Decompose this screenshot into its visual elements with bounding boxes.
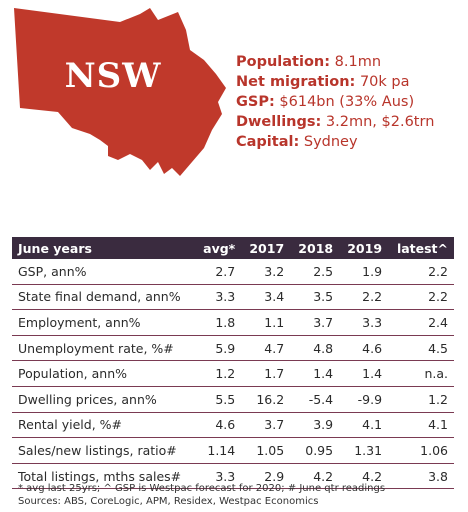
cell-latest: 3.8: [388, 463, 454, 490]
cell-2017: 2.9: [241, 463, 291, 490]
cell-2019: -9.9: [339, 386, 389, 413]
fact-population: Population: 8.1mn: [236, 54, 382, 70]
row-label: State final demand, ann%: [12, 284, 196, 311]
row-label: Sales/new listings, ratio#: [12, 437, 196, 464]
cell-avg: 5.9: [195, 335, 242, 362]
cell-2019: 1.31: [339, 437, 389, 464]
cell-2018: 3.9: [290, 412, 340, 439]
row-label: Population, ann%: [12, 360, 196, 387]
cell-latest: 2.4: [388, 309, 454, 336]
cell-avg: 5.5: [195, 386, 242, 413]
table-row: Population, ann% 1.2 1.7 1.4 1.4 n.a.: [12, 360, 454, 387]
table-row: Sales/new listings, ratio# 1.14 1.05 0.95 1.…: [12, 437, 454, 464]
row-label: GSP, ann%: [12, 259, 196, 285]
cell-2017: 3.4: [241, 284, 291, 311]
sources-note: Sources: ABS, CoreLogic, APM, Residex, W…: [18, 496, 319, 507]
cell-avg: 3.3: [195, 284, 242, 311]
cell-2017: 4.7: [241, 335, 291, 362]
row-label: Unemployment rate, %#: [12, 335, 196, 362]
cell-latest: 2.2: [388, 284, 454, 311]
cell-2018: 3.7: [290, 309, 340, 336]
cell-2017: 1.05: [241, 437, 291, 464]
table-row: Employment, ann% 1.8 1.1 3.7 3.3 2.4: [12, 309, 454, 336]
table-row: Dwelling prices, ann% 5.5 16.2 -5.4 -9.9 1.2: [12, 386, 454, 413]
cell-latest: 1.2: [388, 386, 454, 413]
economic-indicators-table: June years avg* 2017 2018 2019 latest^ G…: [12, 237, 454, 490]
header-2018: 2018: [298, 240, 334, 256]
cell-2017: 1.1: [241, 309, 291, 336]
cell-2019: 4.2: [339, 463, 389, 490]
fact-gsp: GSP: $614bn (33% Aus): [236, 94, 415, 110]
header-june-years: June years: [18, 240, 92, 256]
cell-2019: 2.2: [339, 284, 389, 311]
cell-2018: 4.2: [290, 463, 340, 490]
cell-2019: 1.4: [339, 360, 389, 387]
nsw-state-map: [14, 8, 226, 176]
cell-2019: 4.6: [339, 335, 389, 362]
cell-latest: 4.1: [388, 412, 454, 439]
header-avg: avg*: [203, 240, 236, 256]
nsw-map-shape: [14, 8, 226, 176]
table-row: Total listings, mths sales# 3.3 2.9 4.2 4.2 3…: [12, 463, 454, 490]
cell-avg: 1.2: [195, 360, 242, 387]
cell-2018: 0.95: [290, 437, 340, 464]
state-facts: Population: 8.1mn Net migration: 70k pa …: [236, 52, 434, 152]
header-latest: latest^: [396, 240, 448, 256]
cell-2017: 1.7: [241, 360, 291, 387]
cell-2017: 3.2: [241, 259, 291, 285]
header-2019: 2019: [347, 240, 383, 256]
cell-latest: 2.2: [388, 259, 454, 285]
cell-2018: 3.5: [290, 284, 340, 311]
cell-latest: 4.5: [388, 335, 454, 362]
cell-2019: 1.9: [339, 259, 389, 285]
cell-2017: 16.2: [241, 386, 291, 413]
table-row: Rental yield, %# 4.6 3.7 3.9 4.1 4.1: [12, 412, 454, 439]
footnote: * avg last 25yrs; ^ GSP is Westpac forec…: [18, 483, 386, 494]
header-2017: 2017: [249, 240, 285, 256]
row-label: Dwelling prices, ann%: [12, 386, 196, 413]
state-name-label: NSW: [64, 56, 162, 96]
cell-avg: 2.7: [195, 259, 242, 285]
cell-2017: 3.7: [241, 412, 291, 439]
table-header-row: June years avg* 2017 2018 2019 latest^: [12, 237, 454, 259]
cell-2018: 2.5: [290, 259, 340, 285]
cell-avg: 4.6: [195, 412, 242, 439]
row-label: Rental yield, %#: [12, 412, 196, 439]
cell-avg: 1.8: [195, 309, 242, 336]
table-row: State final demand, ann% 3.3 3.4 3.5 2.2 2.2: [12, 284, 454, 311]
cell-latest: n.a.: [388, 360, 454, 387]
table-row: GSP, ann% 2.7 3.2 2.5 1.9 2.2: [12, 259, 454, 285]
cell-2018: 4.8: [290, 335, 340, 362]
row-label: Employment, ann%: [12, 309, 196, 336]
cell-avg: 3.3: [195, 463, 242, 490]
fact-capital: Capital: Sydney: [236, 134, 358, 150]
cell-avg: 1.14: [195, 437, 242, 464]
cell-2019: 4.1: [339, 412, 389, 439]
cell-2019: 3.3: [339, 309, 389, 336]
fact-net-migration: Net migration: 70k pa: [236, 74, 410, 90]
fact-dwellings: Dwellings: 3.2mn, $2.6trn: [236, 114, 435, 130]
cell-2018: 1.4: [290, 360, 340, 387]
table-row: Unemployment rate, %# 5.9 4.7 4.8 4.6 4.5: [12, 335, 454, 362]
row-label: Total listings, mths sales#: [12, 463, 196, 490]
cell-2018: -5.4: [290, 386, 340, 413]
cell-latest: 1.06: [388, 437, 454, 464]
